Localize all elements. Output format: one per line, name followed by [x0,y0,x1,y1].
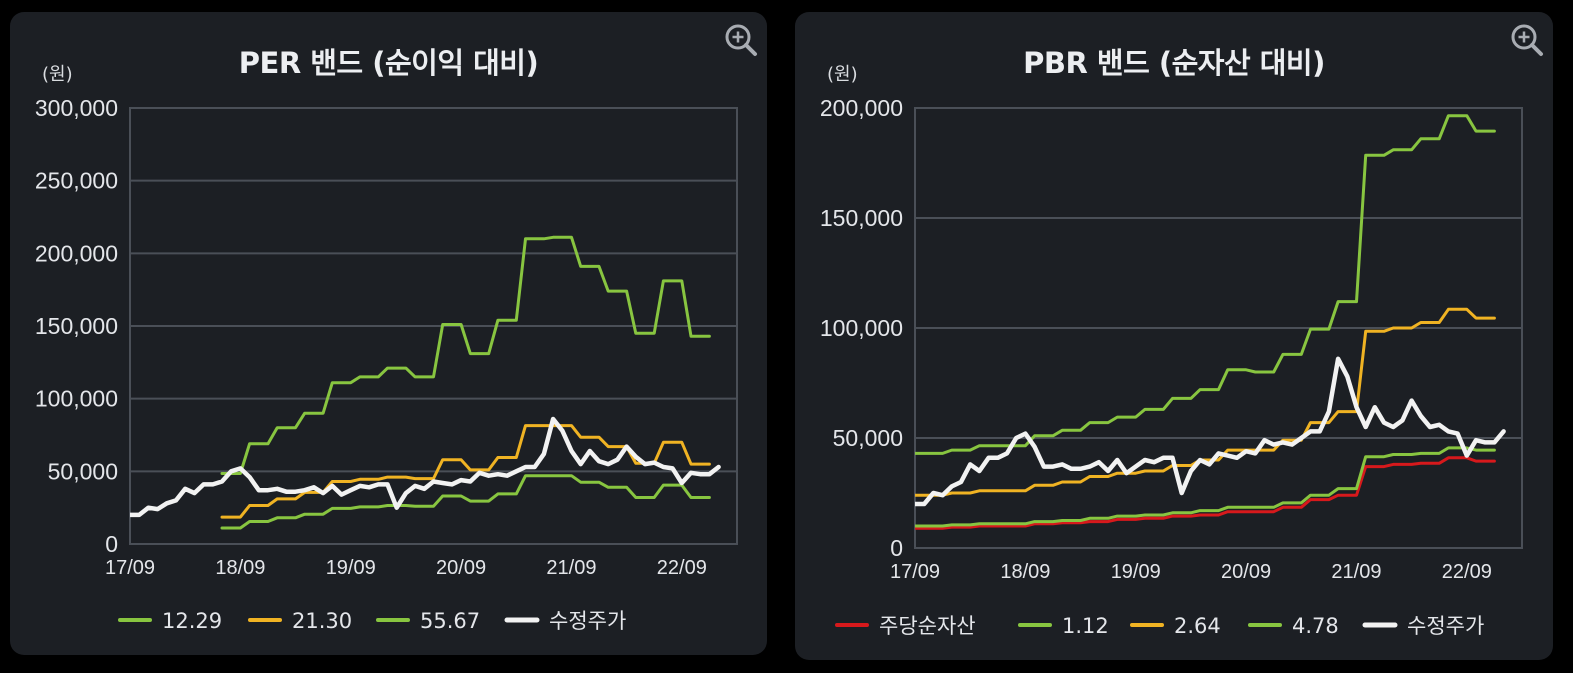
per-band-panel: PER 밴드 (순이익 대비) (원) 300,000 250,000 200,00… [10,12,767,655]
x-tick-label: 20/09 [436,557,486,579]
series-line [915,114,1496,455]
legend-item-label[interactable]: 수정주가 [549,609,626,633]
legend-item-label[interactable]: 21.30 [292,609,352,633]
legend-item-label[interactable]: 수정주가 [1407,614,1484,638]
series-line [915,356,1506,507]
series-line [220,474,711,530]
legend-item-label[interactable]: 4.78 [1292,614,1339,638]
x-tick-label: 21/09 [546,557,596,579]
x-tick-label: 22/09 [657,557,707,579]
y-tick-label: 200,000 [35,240,118,266]
plot-frame [914,107,1523,549]
zoom-in-icon[interactable] [723,22,759,58]
zoom-in-icon[interactable] [1509,22,1545,58]
x-tick-label: 19/09 [326,557,376,579]
per-chart-svg: 300,000 250,000 200,000 150,000 100,000 50,00… [35,95,738,633]
series-line [915,456,1496,530]
y-axis-unit-label: (원) [42,64,73,85]
pbr-chart-svg: 200,000 150,000 100,000 50,000 017/09 18/09 19… [820,95,1523,638]
x-tick-label: 17/09 [890,561,940,583]
x-tick-label: 21/09 [1331,561,1381,583]
y-tick-label: 50,000 [833,425,903,451]
y-tick-label: 50,000 [48,458,118,484]
y-axis-unit-label: (원) [827,64,858,85]
y-tick-label: 100,000 [820,315,903,341]
series-line [915,446,1496,528]
y-tick-label: 0 [105,531,118,557]
x-tick-label: 20/09 [1221,561,1271,583]
series-line [915,307,1496,497]
legend-item-label[interactable]: 주당순자산 [879,614,976,638]
legend-item-label[interactable]: 12.29 [162,609,222,633]
legend-item-label[interactable]: 55.67 [420,609,480,633]
x-tick-label: 22/09 [1442,561,1492,583]
y-tick-label: 300,000 [35,95,118,121]
x-tick-label: 17/09 [105,557,155,579]
y-tick-label: 0 [890,535,903,561]
series-line [220,235,711,475]
y-tick-label: 150,000 [35,313,118,339]
chart-title: PER 밴드 (순이익 대비) [238,46,539,80]
series-line [130,416,721,518]
y-tick-label: 200,000 [820,95,903,121]
plot-frame [129,107,738,545]
y-tick-label: 250,000 [35,168,118,194]
pbr-band-panel: PBR 밴드 (순자산 대비) (원) 200,000 150,000 100,00… [795,12,1553,660]
chart-title: PBR 밴드 (순자산 대비) [1023,46,1325,80]
y-tick-label: 150,000 [820,205,903,231]
legend-item-label[interactable]: 2.64 [1174,614,1221,638]
x-tick-label: 19/09 [1111,561,1161,583]
legend-item-label[interactable]: 1.12 [1062,614,1109,638]
x-tick-label: 18/09 [215,557,265,579]
x-tick-label: 18/09 [1000,561,1050,583]
y-tick-label: 100,000 [35,386,118,412]
